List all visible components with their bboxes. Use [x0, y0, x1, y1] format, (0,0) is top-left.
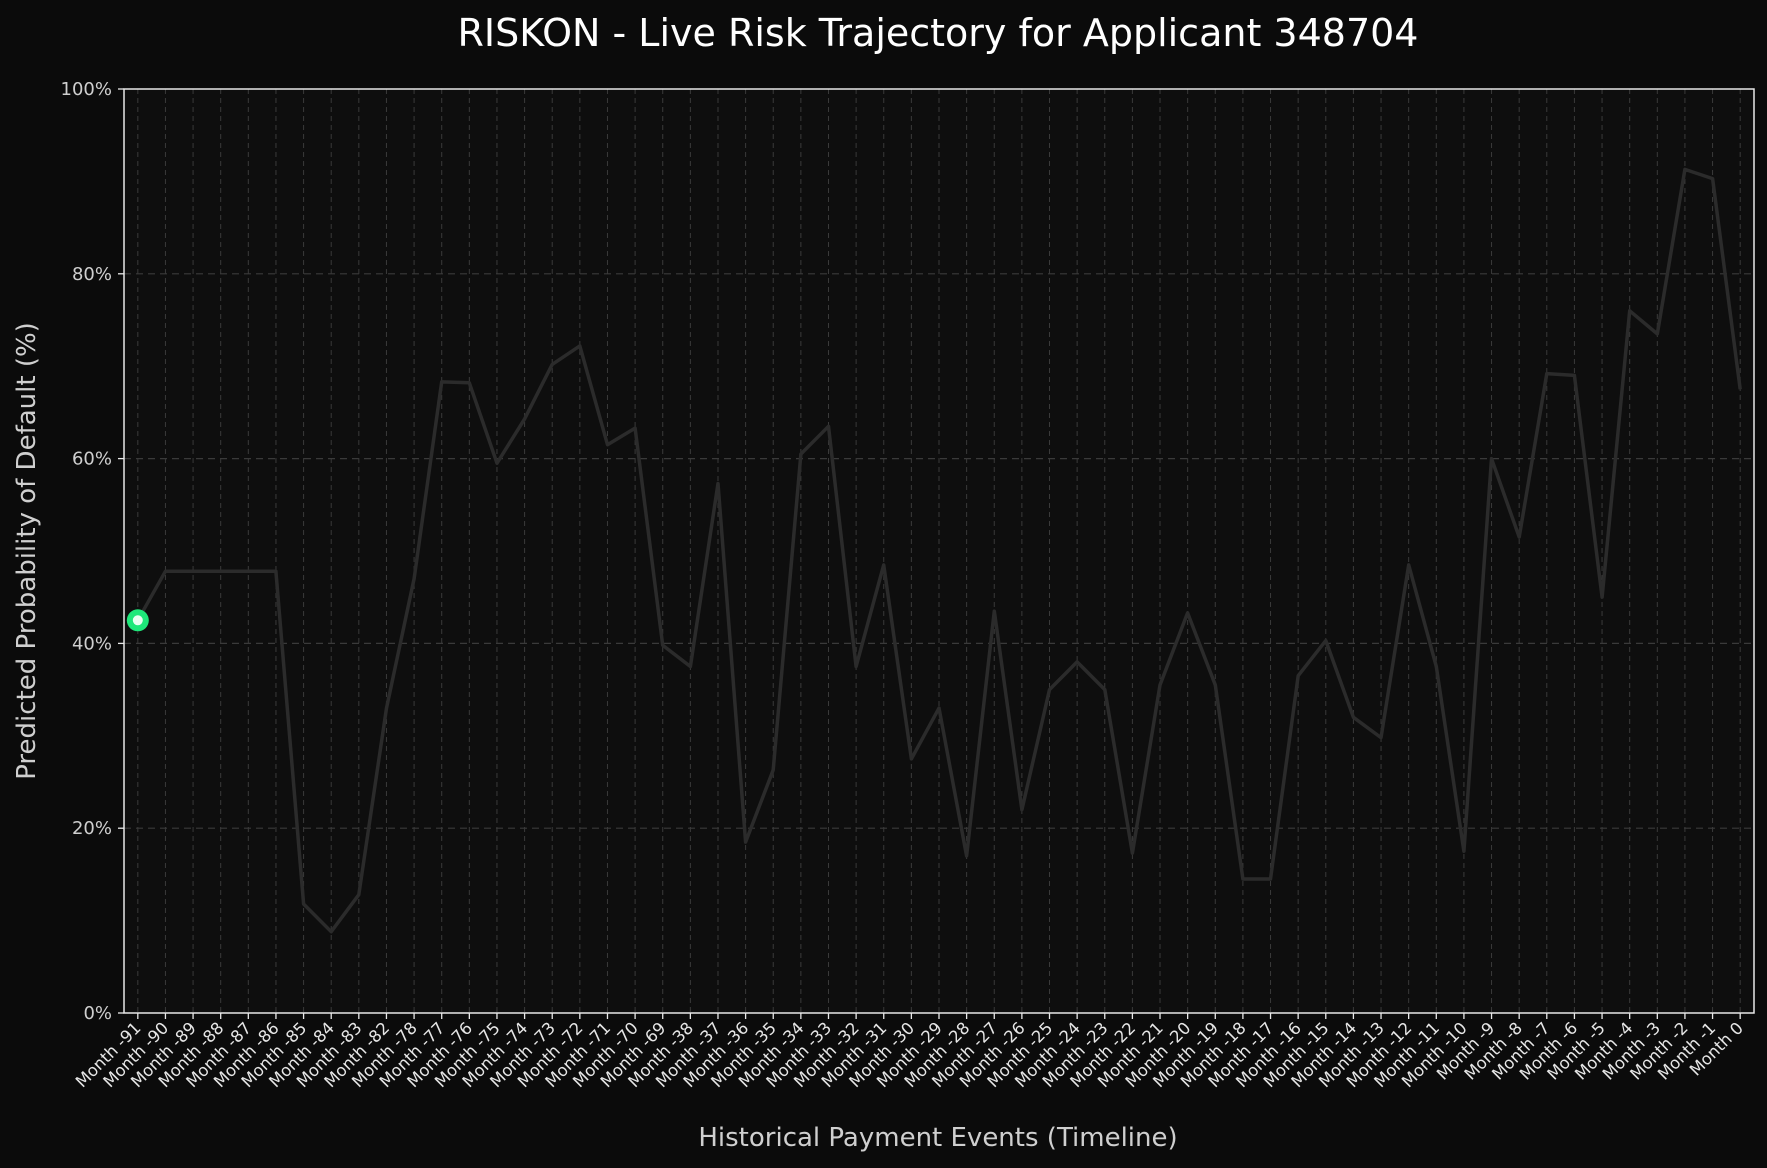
y-tick-label: 0%: [83, 1003, 112, 1024]
y-tick-label: 100%: [61, 79, 112, 100]
y-tick-label: 40%: [72, 633, 112, 654]
y-tick-label: 60%: [72, 449, 112, 470]
current-risk-point-core: [132, 615, 143, 626]
x-axis-label: Historical Payment Events (Timeline): [698, 1123, 1177, 1153]
y-tick-label: 80%: [72, 264, 112, 285]
y-axis-label: Predicted Probability of Default (%): [12, 322, 42, 780]
grid-lines: [124, 89, 1754, 1013]
y-tick-label: 20%: [72, 818, 112, 839]
y-axis-ticks: 0% 20% 40% 60% 80% 100%: [61, 79, 124, 1024]
chart-title: RISKON - Live Risk Trajectory for Applic…: [458, 11, 1419, 55]
series-layer: [126, 167, 1742, 934]
series-line: [136, 167, 1742, 934]
